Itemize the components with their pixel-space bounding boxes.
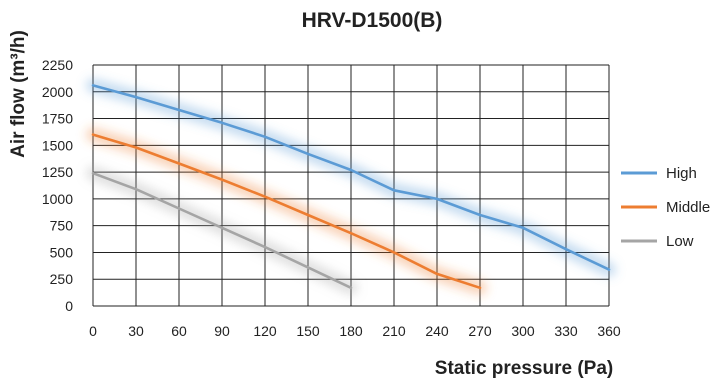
x-tick-label-2: 60 — [171, 323, 187, 339]
y-tick-label-5: 1250 — [42, 164, 73, 180]
series-lines — [91, 84, 611, 290]
y-tick-label-0: 0 — [65, 298, 73, 314]
y-tick-label-3: 750 — [50, 218, 74, 234]
y-tick-label-9: 2250 — [42, 57, 73, 73]
x-tick-label-10: 300 — [511, 323, 535, 339]
y-tick-label-1: 250 — [50, 271, 74, 287]
series-line-low — [91, 171, 353, 290]
x-tick-label-7: 210 — [382, 323, 406, 339]
x-axis-title: Static pressure (Pa) — [435, 358, 613, 379]
y-tick-label-8: 2000 — [42, 84, 73, 100]
legend-label-middle: Middle — [666, 199, 710, 216]
series-line-high — [91, 84, 611, 271]
y-tick-label-4: 1000 — [42, 191, 73, 207]
x-tick-label-4: 120 — [253, 323, 277, 339]
y-tick-label-6: 1500 — [42, 137, 73, 153]
series-line-middle — [91, 133, 482, 290]
x-tick-label-5: 150 — [296, 323, 320, 339]
y-axis-title: Air flow (m³/h) — [8, 30, 29, 158]
x-tick-label-1: 30 — [128, 323, 144, 339]
x-tick-label-3: 90 — [214, 323, 230, 339]
legend: High Middle Low — [621, 165, 710, 250]
legend-label-low: Low — [666, 233, 694, 250]
legend-label-high: High — [666, 165, 697, 182]
chart-title: HRV-D1500(B) — [302, 9, 443, 32]
y-tick-label-2: 500 — [50, 244, 74, 260]
y-tick-label-7: 1750 — [42, 111, 73, 127]
x-tick-label-9: 270 — [468, 323, 492, 339]
x-tick-label-8: 240 — [425, 323, 449, 339]
x-tick-labels: 0 30 60 90 120 150 180 210 240 270 300 330 360 — [89, 323, 621, 339]
x-tick-label-12: 360 — [597, 323, 621, 339]
y-tick-labels: 0 250 500 750 1000 1250 1500 1750 2000 2250 — [42, 57, 73, 314]
x-tick-label-0: 0 — [89, 323, 97, 339]
x-tick-label-11: 330 — [554, 323, 578, 339]
x-tick-label-6: 180 — [339, 323, 363, 339]
